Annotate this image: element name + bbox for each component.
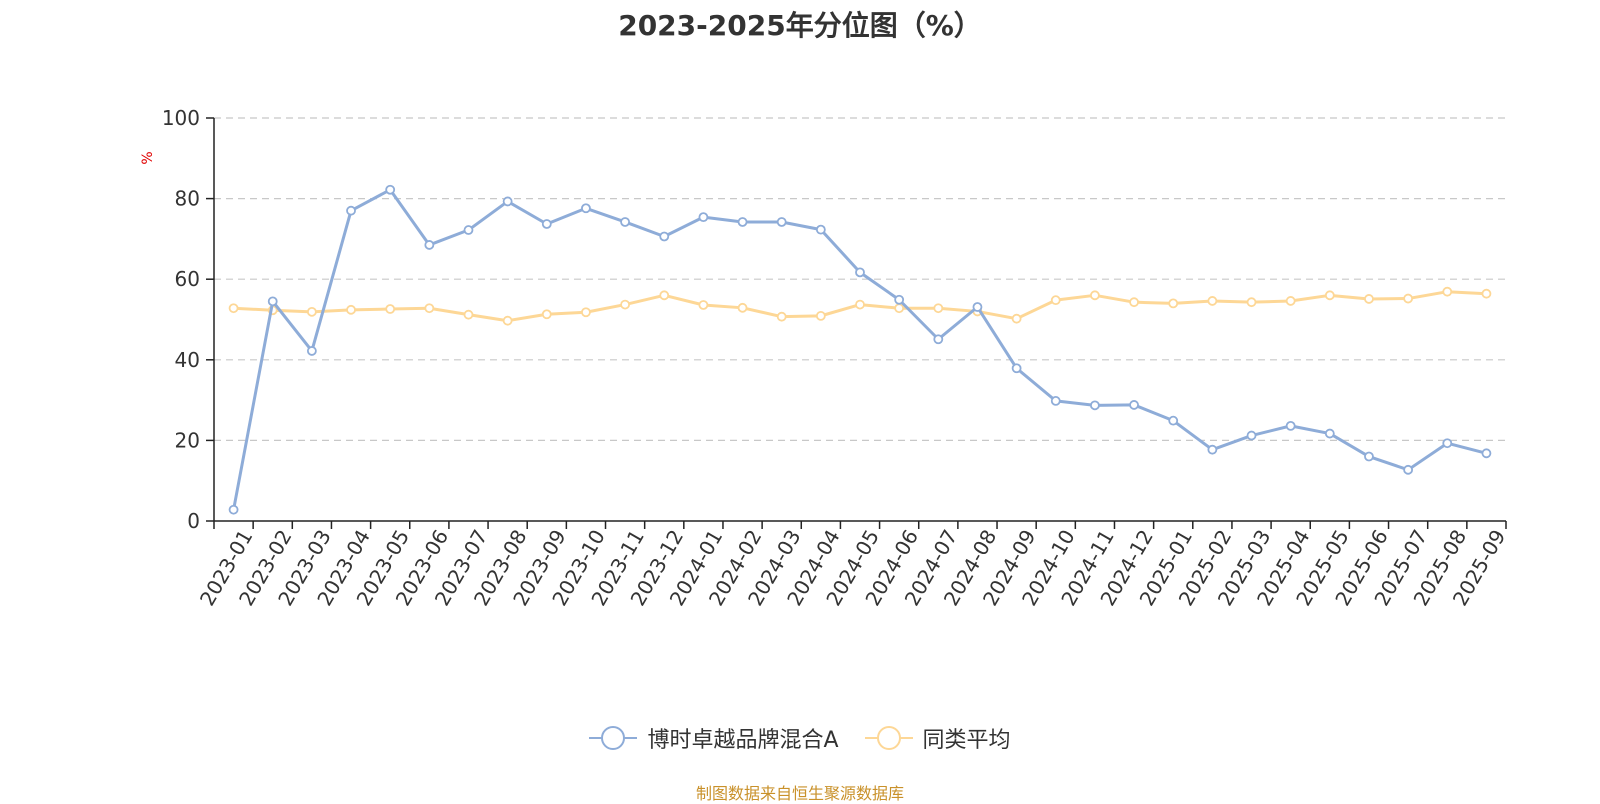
data-point-series-1[interactable] <box>933 334 944 345</box>
y-tick-label: 60 <box>175 267 200 291</box>
data-point-series-1[interactable] <box>1090 400 1100 411</box>
data-point-series-2[interactable] <box>1246 297 1257 308</box>
data-point-series-1[interactable] <box>737 217 748 227</box>
data-point-series-2[interactable] <box>385 304 396 314</box>
y-tick-label: 100 <box>162 106 200 130</box>
line-chart: 0 20 40 60 80 100 2023-012023-022023-032023-0… <box>140 106 1510 610</box>
data-point-series-1[interactable] <box>972 302 983 312</box>
data-point-series-2[interactable] <box>1403 293 1414 304</box>
data-point-series-2[interactable] <box>933 303 944 314</box>
data-point-series-2[interactable] <box>228 303 239 314</box>
series-lines <box>228 184 1492 515</box>
data-point-series-1[interactable] <box>776 217 787 227</box>
data-point-series-2[interactable] <box>1207 296 1218 306</box>
data-point-series-1[interactable] <box>502 196 513 207</box>
data-point-series-2[interactable] <box>659 290 670 301</box>
data-point-series-1[interactable] <box>1050 396 1061 406</box>
y-tick-label: 80 <box>175 187 200 211</box>
data-point-series-2[interactable] <box>1285 296 1296 306</box>
data-point-series-2[interactable] <box>894 303 905 314</box>
data-point-series-1[interactable] <box>1364 451 1374 462</box>
data-point-series-1[interactable] <box>1207 444 1218 455</box>
data-point-series-1[interactable] <box>815 224 826 235</box>
legend-item-series-1[interactable]: 博时卓越品牌混合A <box>589 722 839 754</box>
data-point-series-1[interactable] <box>541 219 552 229</box>
data-point-series-2[interactable] <box>1011 313 1022 324</box>
data-point-series-2[interactable] <box>424 303 435 314</box>
data-point-series-1[interactable] <box>267 296 278 307</box>
data-point-series-1[interactable] <box>1285 420 1296 431</box>
data-point-series-2[interactable] <box>1364 294 1374 304</box>
data-point-series-1[interactable] <box>1011 363 1022 374</box>
data-point-series-2[interactable] <box>1090 290 1100 301</box>
data-point-series-2[interactable] <box>737 302 748 313</box>
data-point-series-1[interactable] <box>698 212 709 223</box>
data-point-series-1[interactable] <box>620 217 630 227</box>
data-point-series-1[interactable] <box>581 203 591 214</box>
data-point-series-2[interactable] <box>1442 286 1453 297</box>
data-point-series-2[interactable] <box>815 310 826 321</box>
legend-label-series-2: 同类平均 <box>922 728 1011 753</box>
legend: 博时卓越品牌混合A 同类平均 <box>0 722 1600 754</box>
data-point-series-1[interactable] <box>1168 415 1179 426</box>
data-point-series-2[interactable] <box>581 307 591 318</box>
axes <box>206 117 1507 529</box>
data-point-series-1[interactable] <box>1324 428 1335 439</box>
data-point-series-1[interactable] <box>306 346 317 356</box>
y-tick-labels: 0 20 40 60 80 100 <box>162 106 200 533</box>
data-point-series-2[interactable] <box>1050 295 1061 306</box>
data-point-series-2[interactable] <box>1168 298 1179 309</box>
data-point-series-2[interactable] <box>620 299 630 310</box>
data-point-series-2[interactable] <box>1481 288 1492 299</box>
y-tick-label: 40 <box>175 348 200 372</box>
x-tick-labels: 2023-012023-022023-032023-042023-052023-… <box>195 526 1510 610</box>
data-source-note: 制图数据来自恒生聚源数据库 <box>695 784 904 803</box>
data-point-series-2[interactable] <box>502 315 513 326</box>
data-point-series-2[interactable] <box>541 309 552 320</box>
data-point-series-1[interactable] <box>1403 464 1414 475</box>
chart-title: 2023-2025年分位图（%） <box>618 9 982 42</box>
data-point-series-2[interactable] <box>346 304 356 315</box>
data-point-series-2[interactable] <box>698 300 709 310</box>
y-tick-label: 20 <box>175 428 200 452</box>
data-point-series-1[interactable] <box>385 184 396 195</box>
data-point-series-1[interactable] <box>463 225 474 235</box>
y-axis-unit-label: % <box>140 151 156 164</box>
data-point-series-2[interactable] <box>463 309 474 320</box>
data-point-series-1[interactable] <box>894 294 905 305</box>
data-point-series-1[interactable] <box>228 504 239 515</box>
data-point-series-1[interactable] <box>1481 448 1492 459</box>
data-point-series-1[interactable] <box>1442 438 1453 449</box>
y-tick-label: 0 <box>187 509 200 533</box>
data-point-series-2[interactable] <box>855 299 865 310</box>
data-point-series-2[interactable] <box>1324 290 1335 301</box>
legend-circle-line-icon <box>589 726 638 750</box>
data-point-series-1[interactable] <box>1129 400 1139 410</box>
data-point-series-1[interactable] <box>659 231 670 242</box>
data-point-series-1[interactable] <box>346 205 356 216</box>
legend-circle-line-icon <box>864 726 913 750</box>
series-line-1 <box>232 188 1487 510</box>
data-point-series-2[interactable] <box>1129 297 1139 308</box>
data-point-series-1[interactable] <box>1246 430 1257 441</box>
grid-lines <box>214 117 1506 441</box>
data-point-series-2[interactable] <box>306 306 317 317</box>
legend-label-series-1: 博时卓越品牌混合A <box>647 728 839 753</box>
data-point-series-1[interactable] <box>424 240 435 250</box>
data-point-series-2[interactable] <box>776 311 787 322</box>
legend-item-series-2[interactable]: 同类平均 <box>864 722 1011 754</box>
data-point-series-1[interactable] <box>855 267 865 278</box>
